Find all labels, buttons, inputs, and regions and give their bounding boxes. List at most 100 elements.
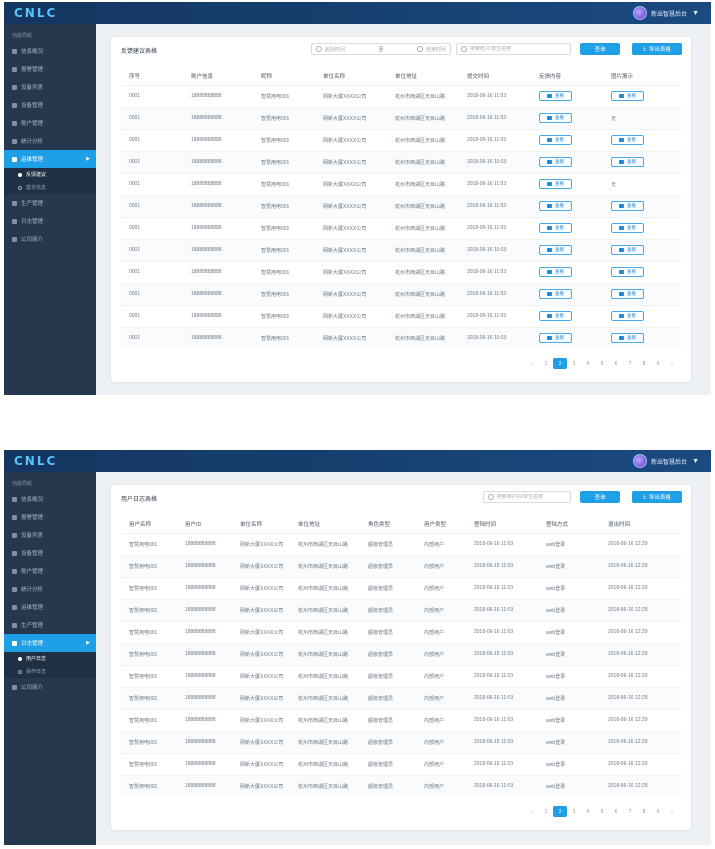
view-button[interactable]: 查看 bbox=[611, 223, 644, 233]
page-button[interactable]: 9 bbox=[656, 808, 660, 815]
sidebar-item[interactable]: 生产管理 bbox=[4, 194, 96, 212]
sidebar-item[interactable]: 账户管理 bbox=[4, 114, 96, 132]
view-button[interactable]: 查看 bbox=[611, 91, 644, 101]
view-button[interactable]: 查看 bbox=[539, 311, 572, 321]
page-button[interactable]: 1 bbox=[544, 808, 548, 815]
date-start-field[interactable]: 起始时间 bbox=[325, 46, 346, 53]
view-button[interactable]: 查看 bbox=[611, 245, 644, 255]
table-cell: 无 bbox=[603, 106, 681, 129]
page-button[interactable]: 7 bbox=[628, 360, 632, 367]
sidebar-item[interactable]: 设备列表 bbox=[4, 526, 96, 544]
view-button[interactable]: 查看 bbox=[539, 333, 572, 344]
sidebar-item[interactable]: 日志管理 bbox=[4, 212, 96, 230]
menu-icon bbox=[12, 514, 17, 520]
table-cell: 杭州市西湖区天目山路 bbox=[290, 774, 360, 797]
page-button[interactable]: 6 bbox=[614, 360, 618, 367]
page-button[interactable]: 6 bbox=[614, 808, 618, 815]
sidebar-item[interactable]: 信息概况 bbox=[4, 42, 96, 60]
export-button[interactable]: ⤓ 导出表格 bbox=[632, 43, 682, 55]
page-button[interactable]: 3 bbox=[572, 360, 576, 367]
sidebar-item[interactable]: 信息概况 bbox=[4, 490, 96, 508]
sidebar-item[interactable]: 报警管理 bbox=[4, 60, 96, 78]
sidebar-item[interactable]: 公司简介 bbox=[4, 678, 96, 696]
view-button[interactable]: 查看 bbox=[539, 267, 572, 277]
table-cell: 2018-06-16 11:03 bbox=[459, 326, 531, 349]
search-box[interactable] bbox=[456, 43, 571, 55]
date-range-picker[interactable]: 起始时间 至 结束时间 bbox=[311, 43, 451, 55]
view-label: 查看 bbox=[627, 335, 636, 341]
view-button[interactable]: 查看 bbox=[611, 333, 644, 344]
sidebar-item[interactable]: 运维管理 bbox=[4, 598, 96, 616]
table-cell: 18888888888 bbox=[177, 686, 232, 709]
sidebar-item[interactable]: 统计分析 bbox=[4, 580, 96, 598]
table-cell: web登录 bbox=[538, 708, 600, 731]
search-input[interactable] bbox=[469, 46, 566, 52]
view-button[interactable]: 查看 bbox=[539, 245, 572, 255]
table-cell: 网新大厦XXXX公司 bbox=[232, 576, 290, 599]
sidebar-subitem[interactable]: 基本信息 bbox=[4, 181, 96, 194]
view-button[interactable]: 查看 bbox=[611, 201, 644, 211]
query-button[interactable]: 查询 bbox=[580, 491, 620, 503]
sidebar-item[interactable]: 账户管理 bbox=[4, 562, 96, 580]
sidebar-item[interactable]: 统计分析 bbox=[4, 132, 96, 150]
sidebar-item[interactable]: 设备列表 bbox=[4, 78, 96, 96]
next-page-button[interactable]: › bbox=[671, 808, 673, 815]
page-button[interactable]: 8 bbox=[642, 808, 646, 815]
view-button[interactable]: 查看 bbox=[611, 267, 644, 277]
page-button[interactable]: 2 bbox=[553, 358, 567, 369]
export-button[interactable]: ⤓ 导出表格 bbox=[632, 491, 682, 503]
user-menu[interactable]: 新出智慧后台 ▼ bbox=[633, 6, 699, 20]
view-button[interactable]: 查看 bbox=[539, 179, 572, 189]
sidebar-item[interactable]: 公司简介 bbox=[4, 230, 96, 248]
page-button[interactable]: 8 bbox=[642, 360, 646, 367]
view-button[interactable]: 查看 bbox=[611, 311, 644, 321]
view-button[interactable]: 查看 bbox=[539, 135, 572, 145]
page-button[interactable]: 2 bbox=[553, 806, 567, 817]
page-button[interactable]: 1 bbox=[544, 360, 548, 367]
date-end-field[interactable]: 结束时间 bbox=[425, 46, 446, 53]
sidebar-subitem[interactable]: 操作日志 bbox=[4, 665, 96, 678]
search-box[interactable] bbox=[483, 491, 571, 503]
sidebar-subitem[interactable]: 反馈建议 bbox=[4, 168, 96, 181]
table-cell: 智慧用电001 bbox=[253, 194, 315, 217]
sidebar: 功能导航 信息概况 报警管理 设备列表 设备管理 账户管理 统计分析 运维管理 ▶ 反馈建议 基本… bbox=[4, 24, 96, 395]
table-cell: 18888888888 bbox=[177, 532, 232, 555]
view-button[interactable]: 查看 bbox=[539, 113, 572, 123]
view-button[interactable]: 查看 bbox=[611, 135, 644, 145]
page-button[interactable]: 7 bbox=[628, 808, 632, 815]
sidebar-item[interactable]: 运维管理 ▶ bbox=[4, 150, 96, 168]
sidebar-item[interactable]: 报警管理 bbox=[4, 508, 96, 526]
view-button[interactable]: 查看 bbox=[539, 289, 572, 299]
next-page-button[interactable]: › bbox=[671, 360, 673, 367]
view-label: 查看 bbox=[555, 203, 564, 208]
page-button[interactable]: 3 bbox=[572, 808, 576, 815]
view-icon bbox=[547, 138, 552, 142]
page-button[interactable]: 4 bbox=[586, 808, 590, 815]
query-button[interactable]: 查询 bbox=[580, 43, 620, 55]
user-menu[interactable]: 新出智慧后台 ▼ bbox=[633, 454, 699, 468]
page-button[interactable]: 5 bbox=[600, 808, 604, 815]
sidebar-item[interactable]: 日志管理 ▶ bbox=[4, 634, 96, 652]
table-cell: 无 bbox=[603, 172, 681, 195]
view-button[interactable]: 查看 bbox=[539, 91, 572, 101]
sidebar-item[interactable]: 设备管理 bbox=[4, 544, 96, 562]
view-button[interactable]: 查看 bbox=[611, 157, 644, 167]
prev-page-button[interactable]: ‹ bbox=[531, 360, 533, 367]
menu-icon bbox=[12, 102, 17, 108]
sidebar-item[interactable]: 生产管理 bbox=[4, 616, 96, 634]
search-input[interactable] bbox=[496, 494, 566, 500]
view-button[interactable]: 查看 bbox=[539, 201, 572, 211]
sidebar-item[interactable]: 设备管理 bbox=[4, 96, 96, 114]
table-cell: 智慧用电001 bbox=[121, 752, 177, 775]
prev-page-button[interactable]: ‹ bbox=[531, 808, 533, 815]
sidebar-subitem[interactable]: 用户日志 bbox=[4, 652, 96, 665]
page-button[interactable]: 4 bbox=[586, 360, 590, 367]
table-cell: 杭州市西湖区天目山路 bbox=[387, 84, 459, 107]
table-cell: 0001 bbox=[121, 128, 183, 151]
view-button[interactable]: 查看 bbox=[539, 223, 572, 233]
page-button[interactable]: 5 bbox=[600, 360, 604, 367]
page-button[interactable]: 9 bbox=[656, 360, 660, 367]
view-button[interactable]: 查看 bbox=[611, 289, 644, 299]
view-label: 查看 bbox=[555, 269, 564, 274]
view-button[interactable]: 查看 bbox=[539, 157, 572, 167]
